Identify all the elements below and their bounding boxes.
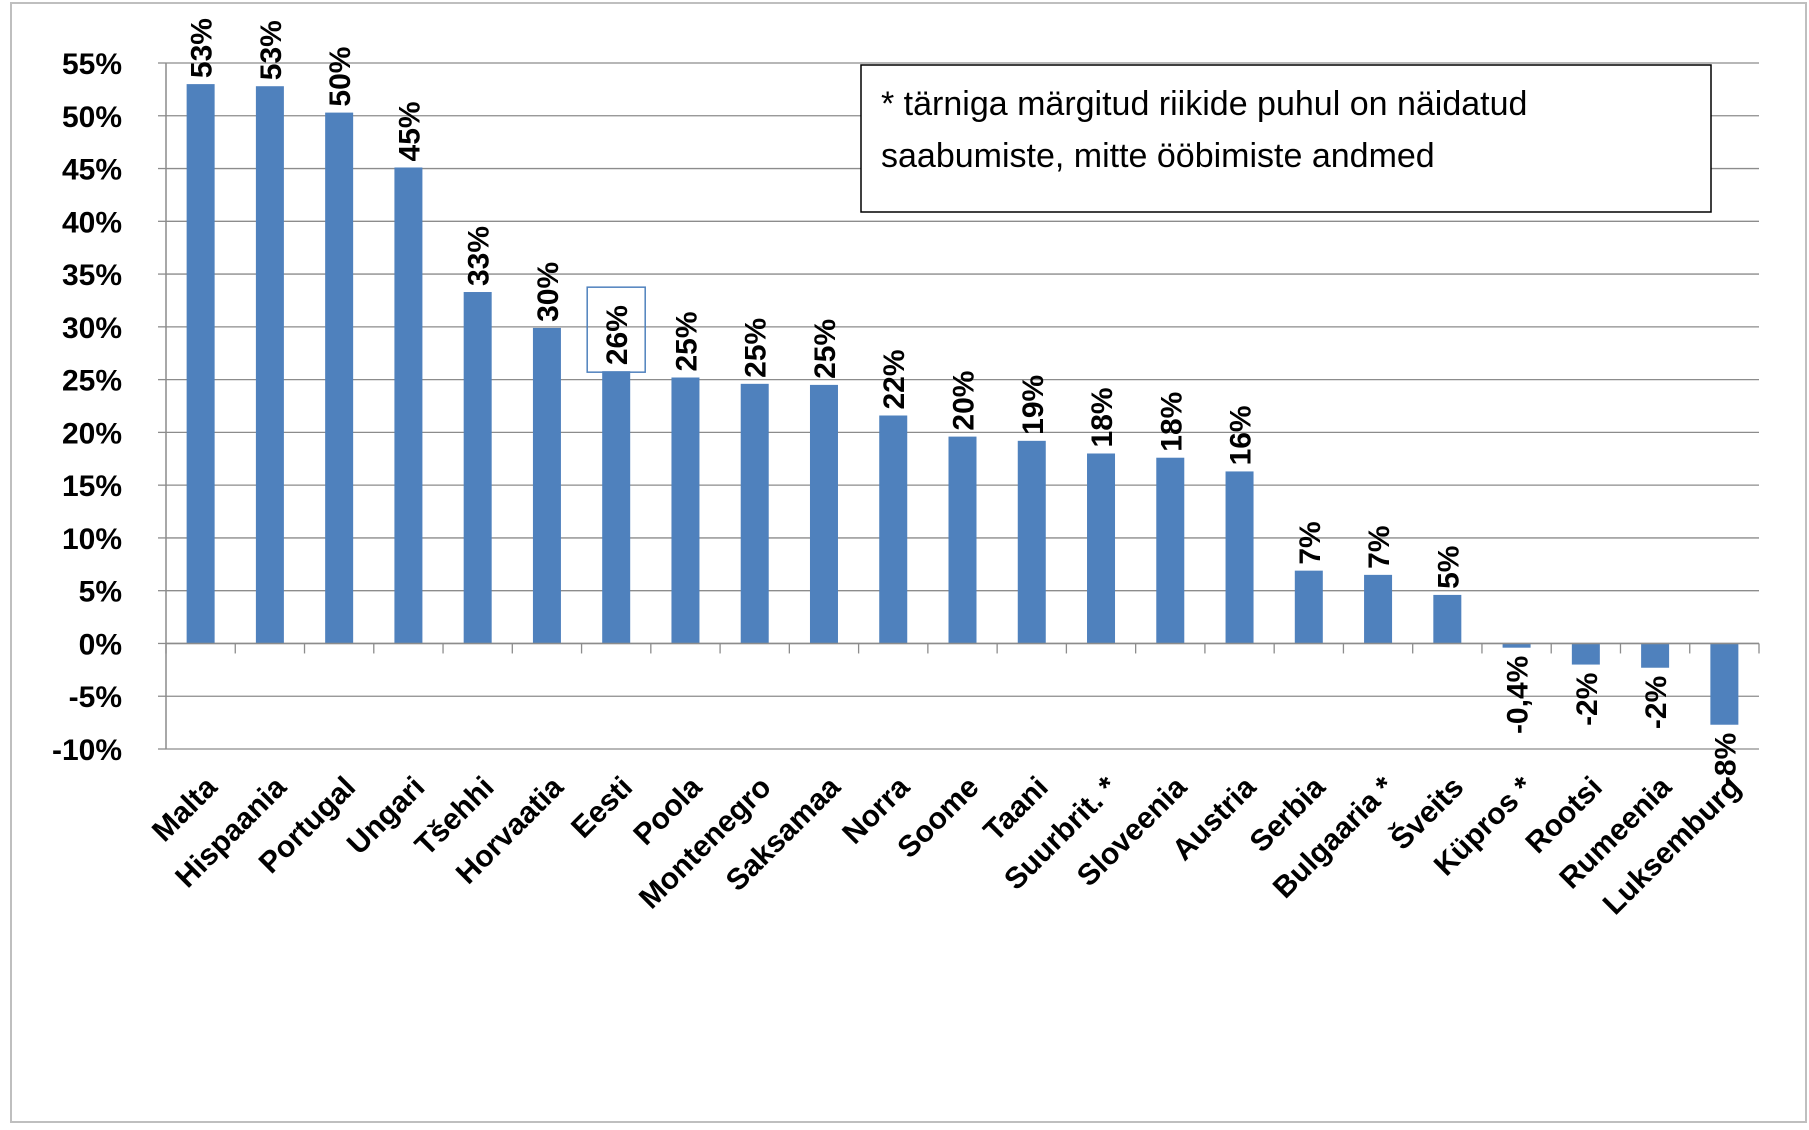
bar	[740, 383, 769, 644]
bar	[1710, 643, 1739, 725]
bar	[1156, 457, 1185, 644]
bar	[1641, 643, 1670, 668]
data-label: 19%	[1017, 375, 1050, 435]
bar	[394, 167, 423, 644]
data-label: 33%	[463, 226, 496, 286]
data-label: -0,4%	[1502, 656, 1535, 734]
bar	[948, 436, 977, 644]
data-label: 25%	[809, 319, 842, 379]
y-tick-label: 5%	[79, 576, 122, 609]
bar	[255, 86, 284, 644]
data-label: -2%	[1640, 676, 1673, 729]
y-tick-label: 25%	[62, 365, 122, 398]
data-label: 50%	[324, 47, 357, 107]
y-tick-label: 45%	[62, 154, 122, 187]
bar	[1571, 643, 1600, 665]
data-label: 26%	[601, 305, 634, 365]
bar	[809, 384, 838, 644]
bar	[1294, 570, 1323, 644]
category-label: Eesti	[565, 771, 639, 845]
y-tick-label: 30%	[62, 312, 122, 345]
highlight-box	[586, 286, 646, 373]
bar	[1502, 643, 1531, 648]
data-label: 5%	[1432, 546, 1465, 589]
y-tick-label: -10%	[52, 734, 122, 767]
data-label: 30%	[532, 262, 565, 322]
data-label: 25%	[740, 318, 773, 378]
data-label: 20%	[948, 371, 981, 431]
y-tick-label: 35%	[62, 259, 122, 292]
y-tick-label: -5%	[69, 681, 122, 714]
bar	[879, 415, 908, 644]
y-tick-label: 50%	[62, 101, 122, 134]
bar	[1225, 471, 1254, 644]
bar	[671, 377, 700, 644]
data-label: 45%	[393, 101, 426, 161]
note-line-1: * tärniga märgitud riikide puhul on näid…	[881, 85, 1527, 123]
y-tick-label: 15%	[62, 470, 122, 503]
y-tick-label: 40%	[62, 206, 122, 239]
y-tick-label: 55%	[62, 48, 122, 81]
data-label: 16%	[1225, 405, 1258, 465]
data-label: -2%	[1571, 673, 1604, 726]
bar	[602, 371, 631, 644]
bar	[1087, 453, 1116, 644]
data-label: -8%	[1709, 733, 1742, 786]
chart-frame: 55% 50% 45% 40% 35% 30% 25% 20% 15% 10% 5% 0% -5% -10…	[10, 2, 1807, 1123]
bar-chart: 55% 50% 45% 40% 35% 30% 25% 20% 15% 10% 5% 0% -5% -10…	[52, 18, 1760, 921]
data-label: 53%	[255, 20, 288, 80]
note-line-2: saabumiste, mitte ööbimiste andmed	[881, 137, 1435, 175]
bar	[1364, 574, 1393, 644]
bar	[463, 292, 492, 644]
data-label: 22%	[878, 349, 911, 409]
bar	[532, 327, 561, 644]
bar	[1017, 440, 1046, 644]
data-label: 25%	[670, 311, 703, 371]
data-label: 53%	[186, 18, 219, 78]
data-label: 18%	[1086, 387, 1119, 447]
y-tick-label: 0%	[79, 628, 122, 661]
y-tick-label: 20%	[62, 417, 122, 450]
note-box	[860, 64, 1712, 213]
bar	[1433, 594, 1462, 644]
bar	[186, 84, 215, 644]
data-label: 7%	[1294, 521, 1327, 564]
y-tick-label: 10%	[62, 523, 122, 556]
data-label: 7%	[1363, 526, 1396, 569]
data-label: 18%	[1155, 392, 1188, 452]
bar	[325, 112, 354, 644]
